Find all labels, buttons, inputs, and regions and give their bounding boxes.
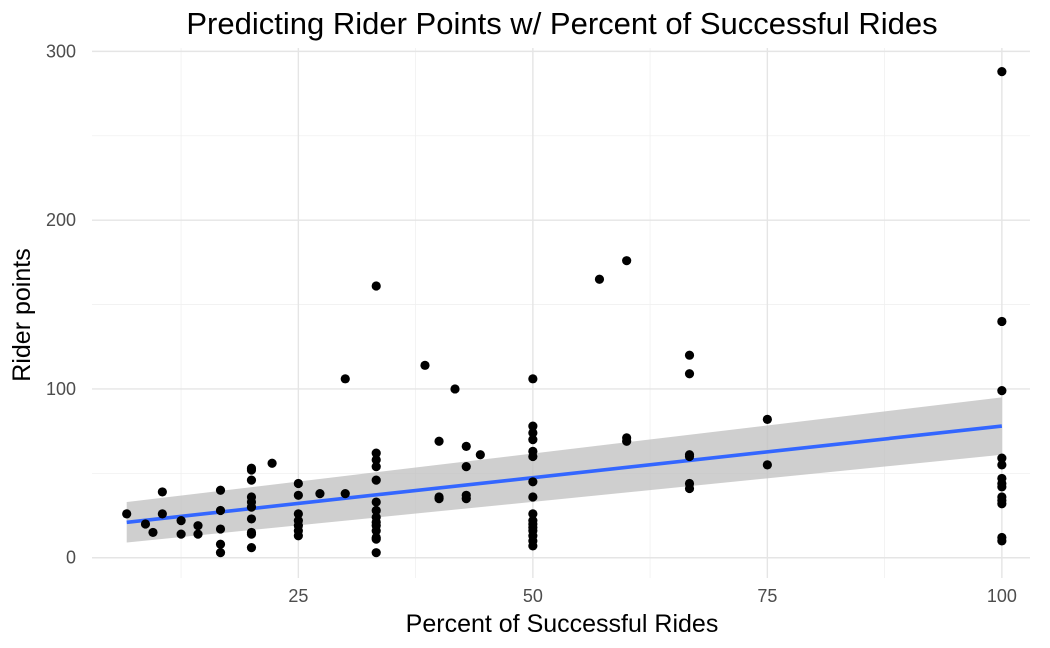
data-point — [528, 541, 538, 551]
data-point — [461, 441, 471, 451]
data-point — [157, 509, 167, 519]
data-point — [315, 489, 325, 499]
data-point — [340, 489, 350, 499]
data-point — [215, 539, 226, 549]
data-point — [528, 428, 538, 438]
data-point — [997, 67, 1007, 77]
data-point — [340, 374, 350, 384]
data-point — [997, 316, 1007, 327]
data-point — [157, 487, 167, 497]
y-tick-label: 100 — [46, 379, 76, 399]
data-point — [371, 526, 381, 536]
data-point — [461, 494, 471, 504]
data-point — [684, 483, 695, 494]
data-point — [528, 477, 538, 487]
data-point — [371, 281, 381, 291]
x-tick-label: 25 — [288, 586, 308, 606]
data-point — [528, 421, 538, 431]
data-point — [528, 374, 538, 384]
x-axis-ticks: 25 50 75 100 — [288, 586, 1017, 606]
trend-line-group — [126, 424, 1003, 525]
data-point — [148, 527, 158, 538]
data-point — [371, 448, 381, 458]
y-axis-title: Rider points — [8, 248, 36, 381]
data-point — [594, 274, 605, 284]
data-point — [267, 458, 277, 468]
data-point — [371, 548, 381, 558]
data-point — [246, 475, 257, 485]
data-point — [684, 369, 695, 379]
data-point — [475, 450, 485, 460]
x-tick-label: 50 — [523, 586, 543, 606]
data-point — [215, 524, 226, 534]
data-point — [215, 548, 226, 558]
data-point — [420, 360, 430, 370]
data-point — [528, 451, 538, 462]
data-point — [293, 531, 303, 541]
data-point — [293, 478, 303, 489]
data-point — [176, 529, 186, 539]
data-point — [684, 350, 695, 360]
y-tick-label: 200 — [46, 210, 76, 230]
data-point — [997, 536, 1007, 546]
confidence-band — [126, 397, 1002, 543]
major-gridlines — [92, 48, 1030, 578]
data-points — [122, 67, 1007, 558]
data-point — [122, 509, 132, 519]
data-point — [997, 453, 1007, 463]
data-point — [215, 485, 226, 495]
x-tick-label: 100 — [987, 586, 1017, 606]
data-point — [434, 494, 444, 504]
chart-title: Predicting Rider Points w/ Percent of Su… — [186, 6, 937, 41]
data-point — [246, 465, 257, 475]
data-point — [450, 384, 460, 394]
data-point — [997, 482, 1007, 492]
data-point — [246, 514, 257, 524]
data-point — [193, 529, 203, 539]
data-point — [246, 502, 257, 512]
data-point — [371, 497, 381, 507]
data-point — [622, 436, 632, 446]
data-point — [528, 509, 538, 519]
y-axis-ticks: 0 100 200 300 — [46, 41, 76, 567]
data-point — [762, 414, 772, 424]
data-point — [997, 386, 1007, 396]
y-tick-label: 0 — [66, 548, 76, 568]
data-point — [293, 490, 303, 500]
data-point — [215, 505, 226, 516]
x-tick-label: 75 — [757, 586, 777, 606]
data-point — [371, 475, 381, 485]
data-point — [622, 256, 632, 266]
data-point — [246, 529, 257, 539]
data-point — [371, 455, 381, 465]
data-point — [461, 461, 471, 472]
data-point — [193, 521, 203, 531]
data-point — [371, 505, 381, 516]
data-point — [762, 460, 772, 470]
data-point — [528, 434, 538, 445]
data-point — [293, 509, 303, 519]
x-axis-title: Percent of Successful Rides — [406, 610, 719, 638]
data-point — [176, 516, 186, 526]
trend-line — [126, 424, 1003, 525]
data-point — [140, 519, 151, 529]
data-point — [434, 436, 444, 446]
confidence-band-area — [126, 397, 1002, 543]
data-point — [684, 451, 695, 462]
data-point — [371, 461, 381, 472]
data-point — [528, 492, 538, 502]
data-point — [246, 543, 257, 553]
data-point — [997, 499, 1007, 509]
data-point — [997, 460, 1007, 470]
data-point — [371, 534, 381, 544]
y-tick-label: 300 — [46, 41, 76, 61]
